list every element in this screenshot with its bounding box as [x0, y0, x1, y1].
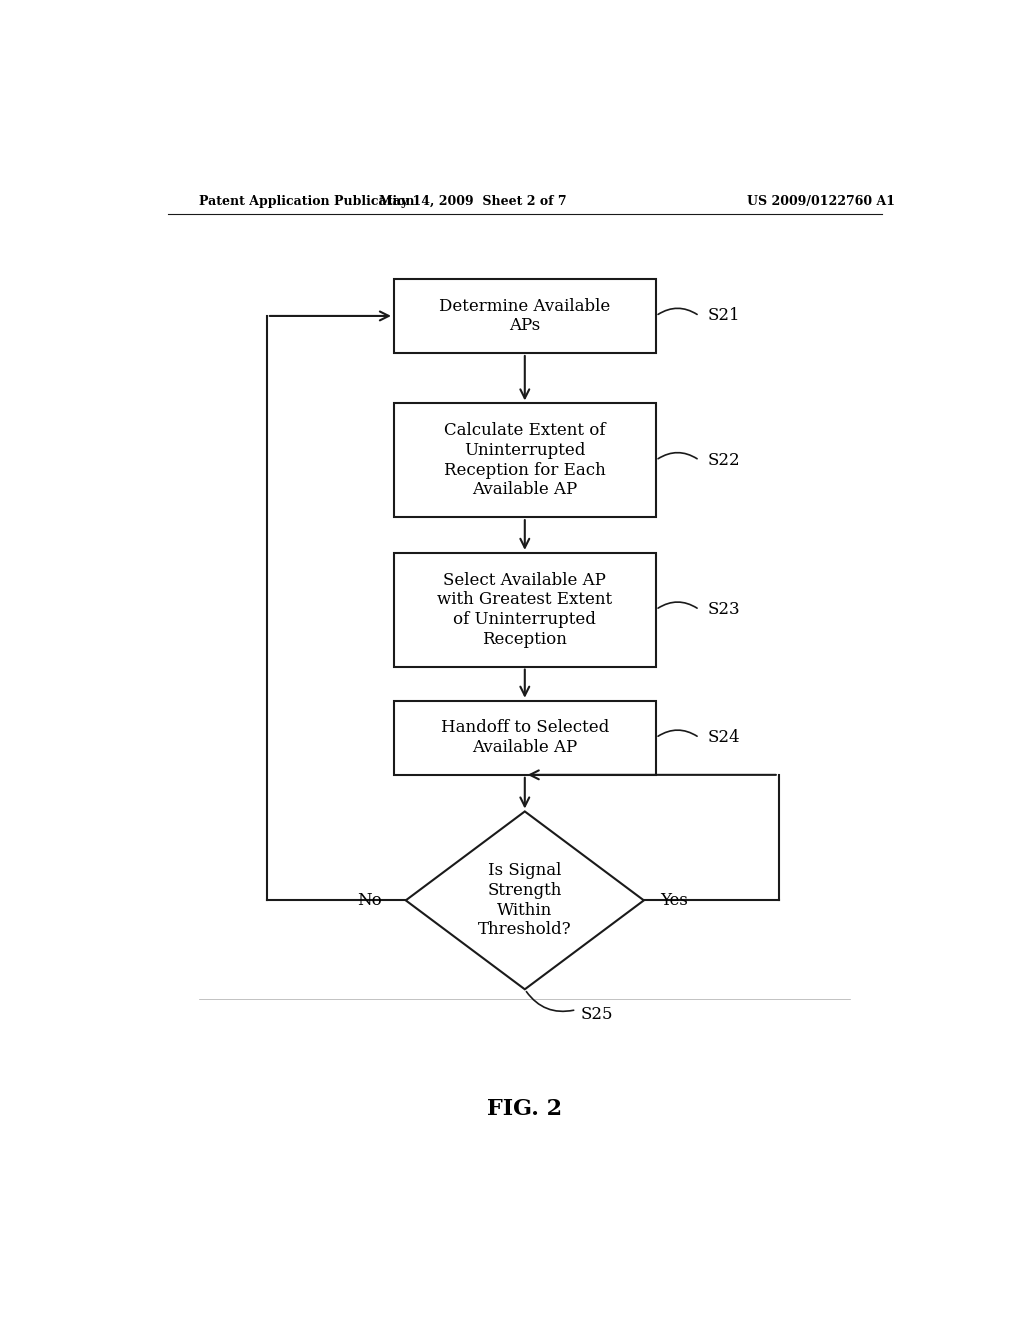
Bar: [394, 701, 655, 775]
Text: S24: S24: [708, 729, 740, 746]
Text: Is Signal
Strength
Within
Threshold?: Is Signal Strength Within Threshold?: [478, 862, 571, 939]
Text: S21: S21: [708, 308, 740, 325]
Text: Calculate Extent of
Uninterrupted
Reception for Each
Available AP: Calculate Extent of Uninterrupted Recept…: [444, 422, 605, 498]
Text: Handoff to Selected
Available AP: Handoff to Selected Available AP: [440, 719, 609, 756]
Polygon shape: [406, 812, 644, 989]
Text: US 2009/0122760 A1: US 2009/0122760 A1: [748, 194, 895, 207]
Text: May 14, 2009  Sheet 2 of 7: May 14, 2009 Sheet 2 of 7: [380, 194, 567, 207]
Bar: [394, 404, 655, 517]
Bar: [394, 553, 655, 667]
Text: S22: S22: [708, 451, 740, 469]
Text: S25: S25: [581, 1006, 612, 1023]
Text: S23: S23: [708, 601, 740, 618]
Text: Patent Application Publication: Patent Application Publication: [200, 194, 415, 207]
Text: No: No: [357, 892, 382, 909]
Bar: [394, 279, 655, 352]
Text: Yes: Yes: [659, 892, 687, 909]
Text: FIG. 2: FIG. 2: [487, 1098, 562, 1119]
Text: Determine Available
APs: Determine Available APs: [439, 297, 610, 334]
Text: Select Available AP
with Greatest Extent
of Uninterrupted
Reception: Select Available AP with Greatest Extent…: [437, 572, 612, 648]
